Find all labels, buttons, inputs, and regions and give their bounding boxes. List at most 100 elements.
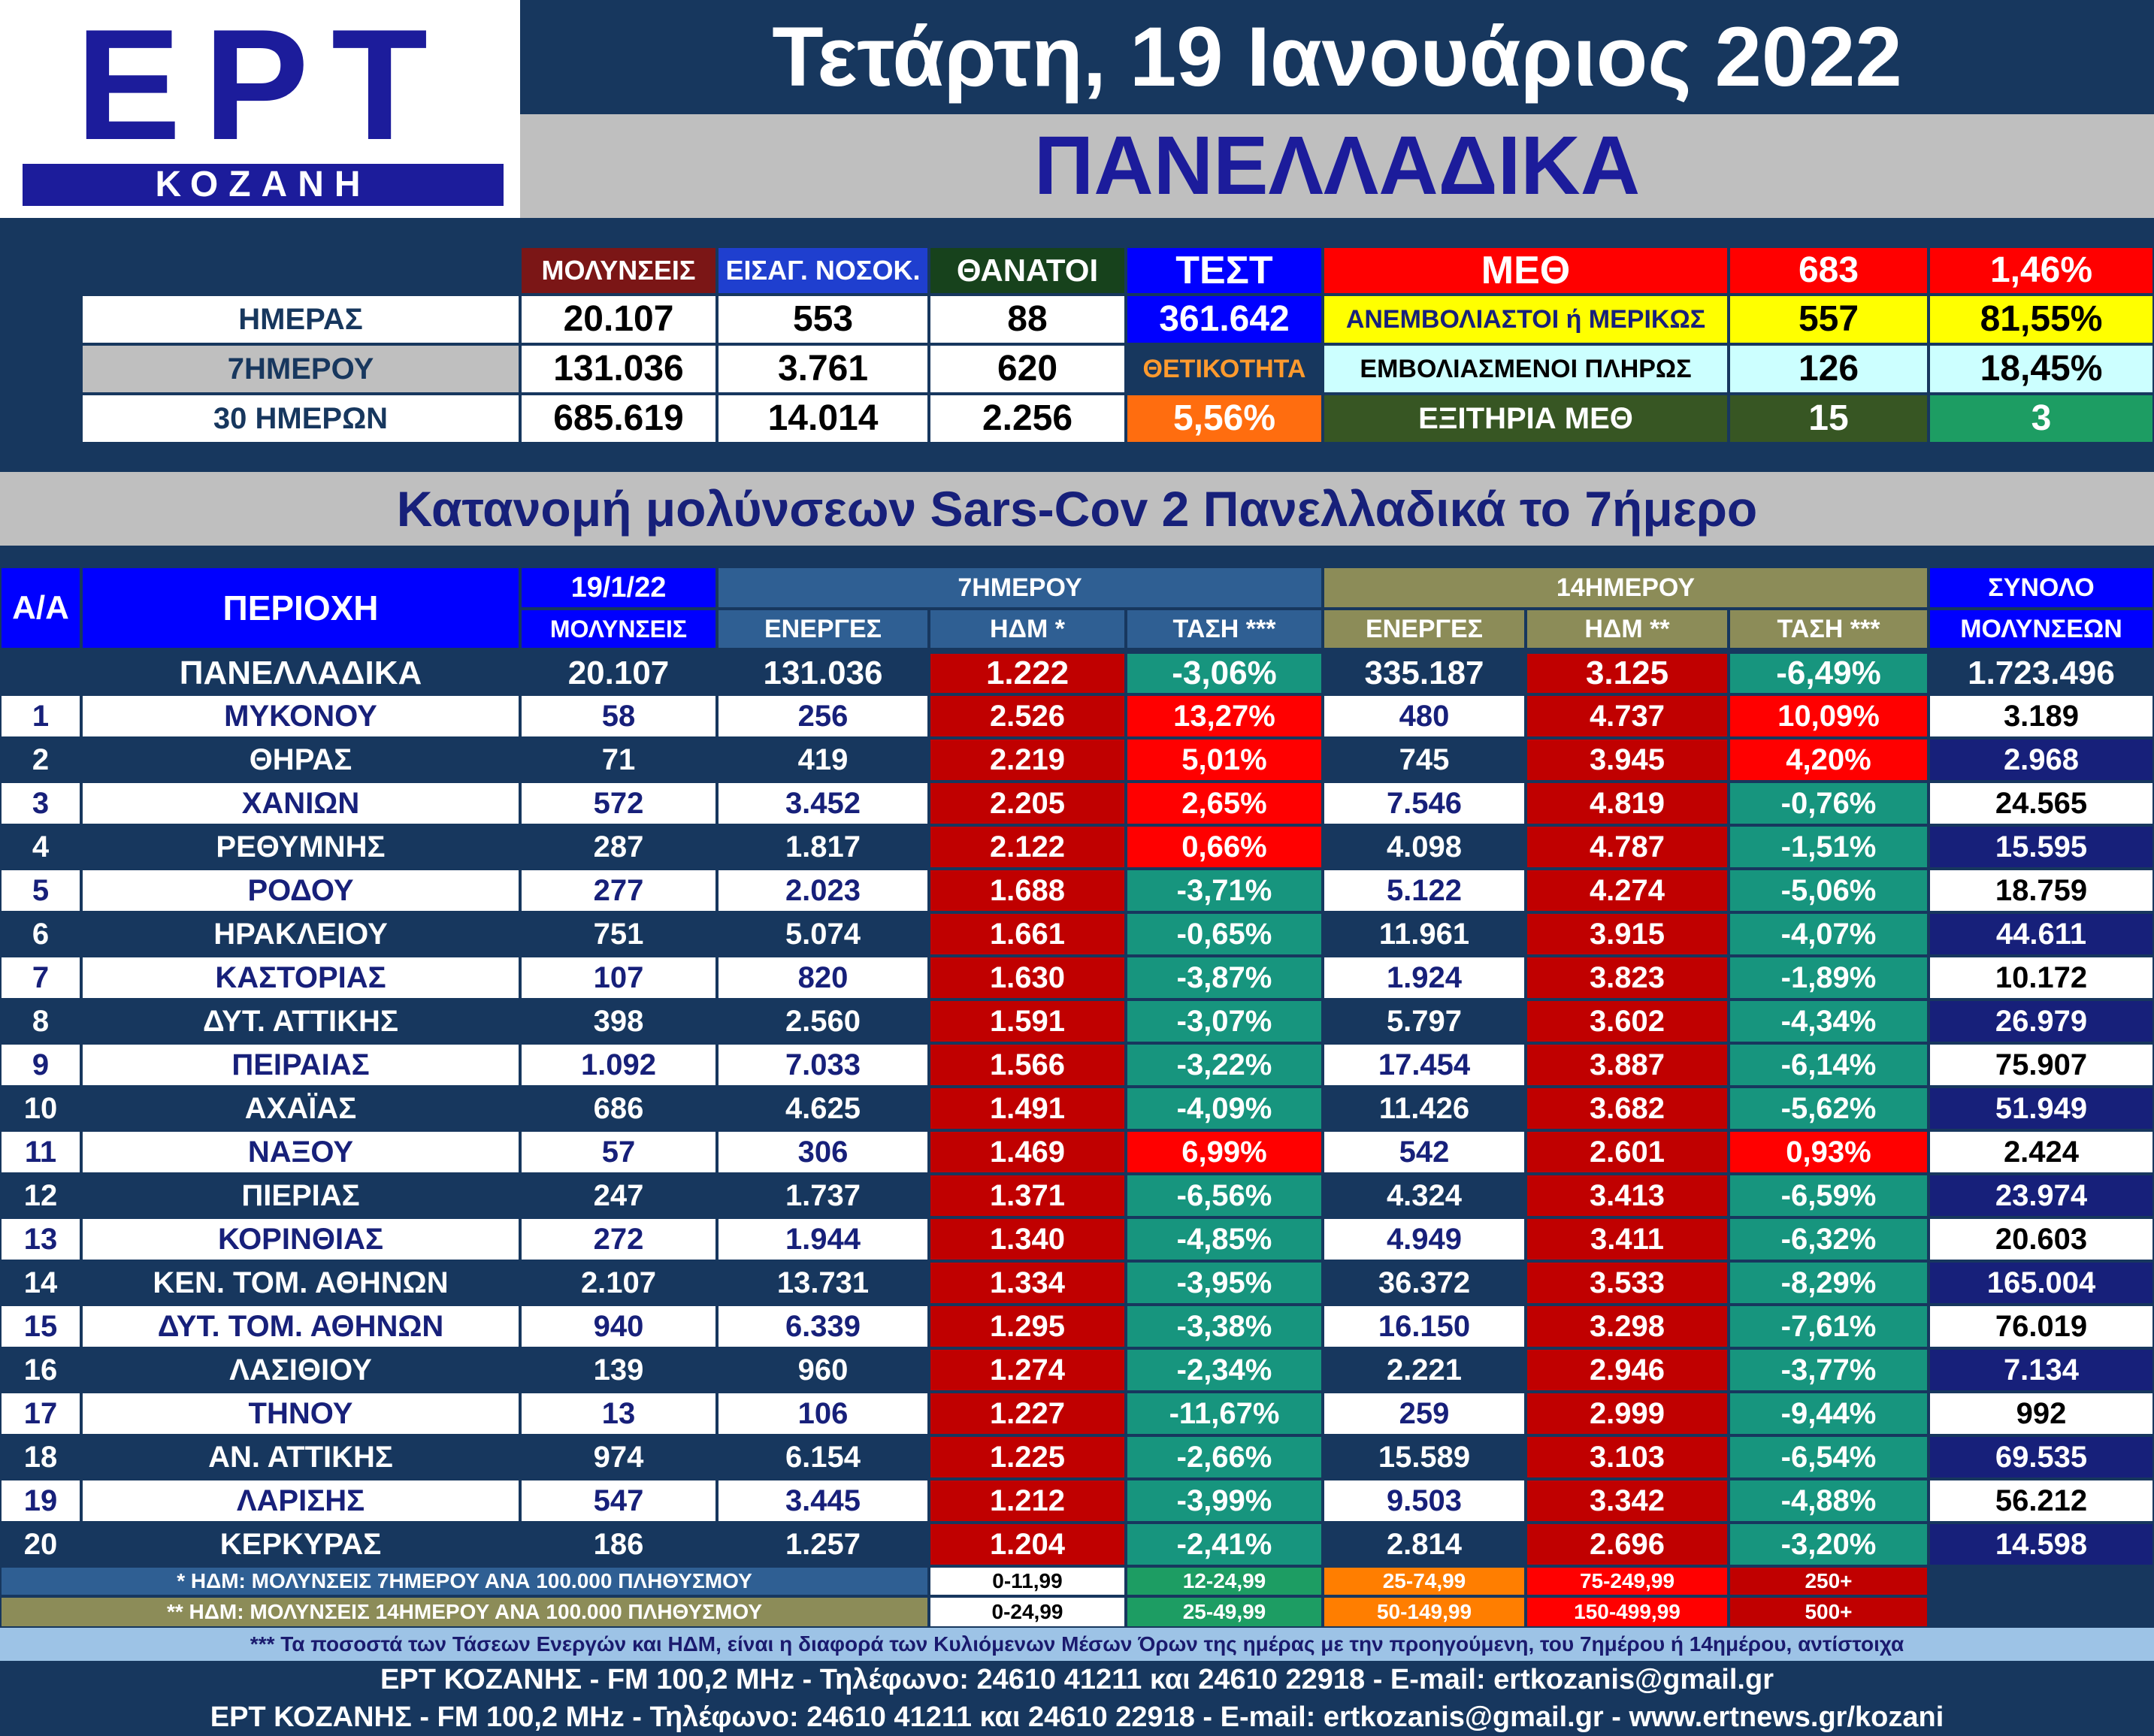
row-trend14: -3,20% [1729, 1523, 1929, 1566]
row-active7: 820 [717, 956, 929, 1000]
summary-hospital: 14.014 [717, 394, 929, 443]
national-trend14: -6,49% [1729, 652, 1929, 694]
icu-percent: 3 [1929, 394, 2154, 443]
row-trend14: -1,89% [1729, 956, 1929, 1000]
national-trend7: -3,06% [1126, 652, 1323, 694]
national-active7: 131.036 [717, 652, 929, 694]
row-trend14: -5,62% [1729, 1087, 1929, 1130]
row-daily: 974 [520, 1435, 717, 1479]
icu-label: ΕΞΙΤΗΡΙΑ ΜΕΘ [1323, 394, 1729, 443]
row-aa: 13 [0, 1217, 81, 1261]
row-active14: 4.098 [1323, 825, 1526, 869]
row-hdm7: 1.566 [929, 1043, 1126, 1087]
icu-count: 126 [1729, 344, 1929, 394]
summary-deaths: 2.256 [929, 394, 1126, 443]
footer-contact: ΕΡΤ ΚΟΖΑΝΗΣ - FM 100,2 MHz - Τηλέφωνο: 2… [380, 1664, 1774, 1695]
col-header-total1: ΣΥΝΟΛΟ [1929, 567, 2154, 609]
row-region: ΑΝ. ΑΤΤΙΚΗΣ [81, 1435, 520, 1479]
row-active14: 745 [1323, 738, 1526, 782]
row-active14: 17.454 [1323, 1043, 1526, 1087]
legend-range-14day: 25-49,99 [1126, 1596, 1323, 1628]
row-region: ΤΗΝΟΥ [81, 1392, 520, 1435]
row-active7: 1.817 [717, 825, 929, 869]
row-hdm14: 3.413 [1526, 1174, 1729, 1217]
legend-range-7day: 75-249,99 [1526, 1566, 1729, 1596]
row-region: ΜΥΚΟΝΟΥ [81, 694, 520, 738]
row-daily: 398 [520, 1000, 717, 1043]
row-region: ΚΕΡΚΥΡΑΣ [81, 1523, 520, 1566]
row-hdm14: 4.274 [1526, 869, 1729, 912]
row-trend14: -0,76% [1729, 782, 1929, 825]
col-header-infections: ΜΟΛΥΝΣΕΙΣ [520, 609, 717, 649]
row-trend7: 13,27% [1126, 694, 1323, 738]
row-hdm14: 2.696 [1526, 1523, 1729, 1566]
summary-infections: 131.036 [520, 344, 717, 394]
legend-note-14day: ** ΗΔΜ: ΜΟΛΥΝΣΕΙΣ 14ΗΜΕΡΟΥ ΑΝΑ 100.000 Π… [0, 1596, 929, 1628]
positivity-value: 5,56% [1126, 394, 1323, 443]
row-aa: 1 [0, 694, 81, 738]
row-hdm7: 1.295 [929, 1305, 1126, 1348]
row-hdm7: 1.274 [929, 1348, 1126, 1392]
row-trend7: -3,38% [1126, 1305, 1323, 1348]
summary-infections: 685.619 [520, 394, 717, 443]
row-aa: 8 [0, 1000, 81, 1043]
row-trend14: -5,06% [1729, 869, 1929, 912]
row-active7: 6.339 [717, 1305, 929, 1348]
row-total: 24.565 [1929, 782, 2154, 825]
row-total: 56.212 [1929, 1479, 2154, 1523]
row-total: 992 [1929, 1392, 2154, 1435]
row-active14: 5.122 [1323, 869, 1526, 912]
row-region: ΠΕΙΡΑΙΑΣ [81, 1043, 520, 1087]
row-active14: 480 [1323, 694, 1526, 738]
row-region: ΚΑΣΤΟΡΙΑΣ [81, 956, 520, 1000]
row-total: 18.759 [1929, 869, 2154, 912]
row-active14: 9.503 [1323, 1479, 1526, 1523]
row-total: 15.595 [1929, 825, 2154, 869]
row-trend7: -2,66% [1126, 1435, 1323, 1479]
row-trend7: -11,67% [1126, 1392, 1323, 1435]
row-trend7: -2,41% [1126, 1523, 1323, 1566]
row-trend7: -3,07% [1126, 1000, 1323, 1043]
row-hdm7: 1.340 [929, 1217, 1126, 1261]
summary-row-label: 30 ΗΜΕΡΩΝ [81, 394, 520, 443]
row-trend7: -3,99% [1126, 1479, 1323, 1523]
row-active14: 5.797 [1323, 1000, 1526, 1043]
summary-infections: 20.107 [520, 295, 717, 344]
row-trend7: -6,56% [1126, 1174, 1323, 1217]
legend-range-14day: 50-149,99 [1323, 1596, 1526, 1628]
col-group-14day: 14ΗΜΕΡΟΥ [1323, 567, 1929, 609]
row-region: ΡΟΔΟΥ [81, 869, 520, 912]
row-daily: 277 [520, 869, 717, 912]
row-total: 76.019 [1929, 1305, 2154, 1348]
row-trend7: 5,01% [1126, 738, 1323, 782]
row-active7: 5.074 [717, 912, 929, 956]
row-trend14: -3,77% [1729, 1348, 1929, 1392]
row-hdm7: 1.591 [929, 1000, 1126, 1043]
col-header-active14: ΕΝΕΡΓΕΣ [1323, 609, 1526, 649]
row-total: 20.603 [1929, 1217, 2154, 1261]
row-total: 26.979 [1929, 1000, 2154, 1043]
row-region: ΔΥΤ. ΤΟΜ. ΑΘΗΝΩΝ [81, 1305, 520, 1348]
row-daily: 547 [520, 1479, 717, 1523]
row-hdm14: 2.601 [1526, 1130, 1729, 1174]
row-aa: 4 [0, 825, 81, 869]
row-active14: 15.589 [1323, 1435, 1526, 1479]
row-active14: 259 [1323, 1392, 1526, 1435]
row-total: 2.424 [1929, 1130, 2154, 1174]
header-hospital: ΕΙΣΑΓ. ΝΟΣΟΚ. [717, 246, 929, 295]
row-active7: 256 [717, 694, 929, 738]
national-daily: 20.107 [520, 652, 717, 694]
row-active14: 7.546 [1323, 782, 1526, 825]
row-hdm14: 4.819 [1526, 782, 1729, 825]
row-hdm14: 3.533 [1526, 1261, 1729, 1305]
row-daily: 247 [520, 1174, 717, 1217]
icu-percent: 1,46% [1929, 246, 2154, 295]
row-total: 23.974 [1929, 1174, 2154, 1217]
positivity-label: ΘΕΤΙΚΟΤΗΤΑ [1126, 344, 1323, 394]
row-trend14: -7,61% [1729, 1305, 1929, 1348]
row-region: ΑΧΑΪΑΣ [81, 1087, 520, 1130]
row-region: ΠΙΕΡΙΑΣ [81, 1174, 520, 1217]
row-trend14: 4,20% [1729, 738, 1929, 782]
row-trend7: -3,22% [1126, 1043, 1323, 1087]
row-active7: 1.257 [717, 1523, 929, 1566]
